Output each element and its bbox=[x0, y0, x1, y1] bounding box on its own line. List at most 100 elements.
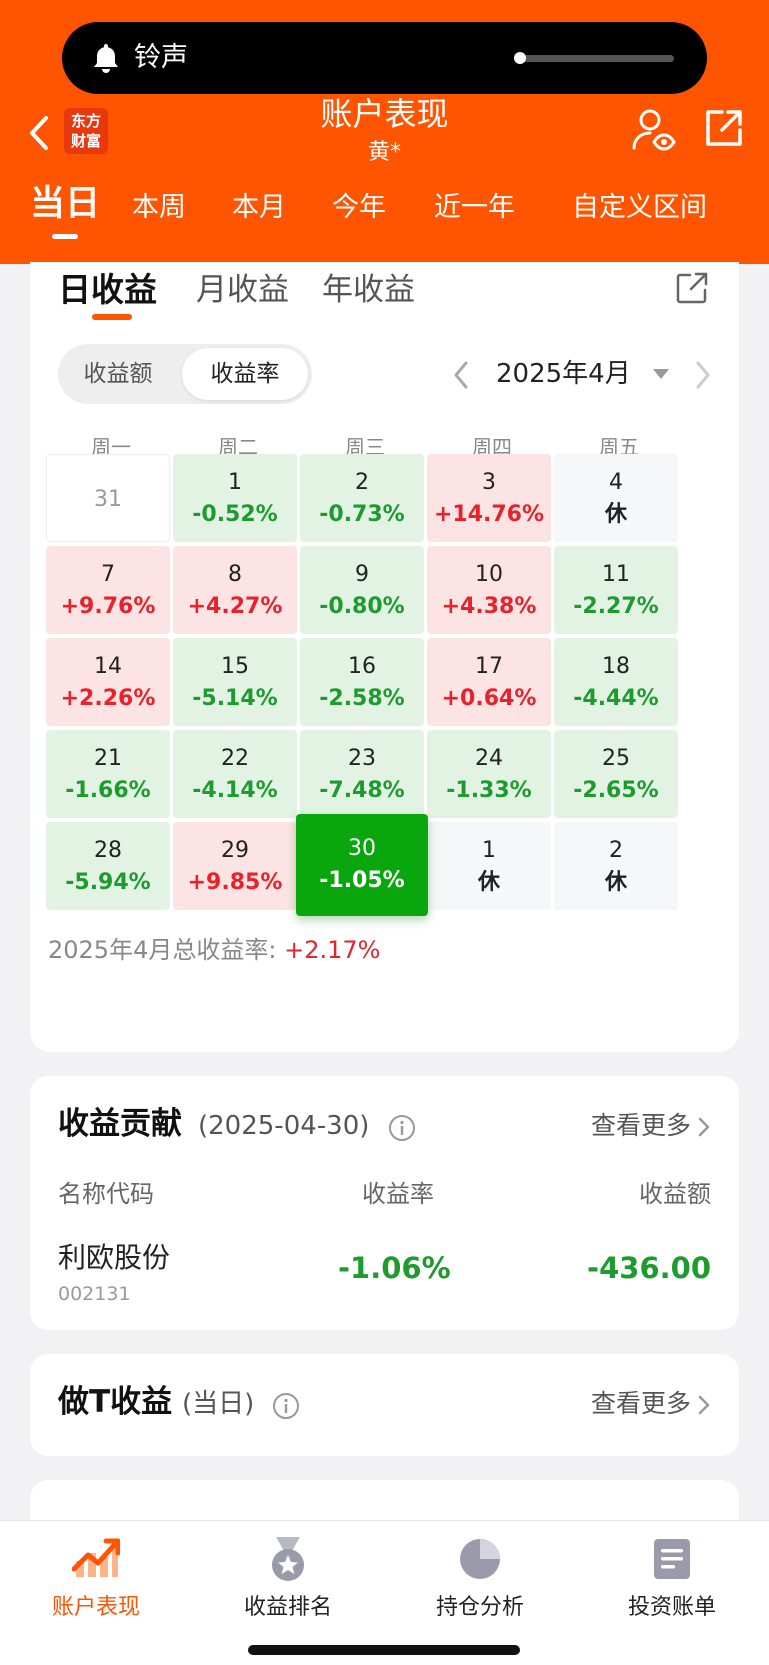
calendar-day-cell[interactable]: 23 -7.48% bbox=[300, 730, 424, 818]
day-return-rate: +2.26% bbox=[60, 686, 156, 711]
day-number: 30 bbox=[348, 836, 376, 861]
calendar-day-cell[interactable]: 10 +4.38% bbox=[427, 546, 551, 634]
pie-chart-icon bbox=[460, 1539, 500, 1579]
toggle-rate[interactable]: 收益率 bbox=[182, 348, 308, 400]
calendar-day-cell[interactable]: 1 -0.52% bbox=[173, 454, 297, 542]
section-title: 收益贡献 bbox=[58, 1106, 182, 1142]
tab-this-month[interactable]: 本月 bbox=[232, 192, 286, 223]
tab-this-week[interactable]: 本周 bbox=[132, 192, 186, 223]
calendar-day-cell[interactable]: 11 -2.27% bbox=[554, 546, 678, 634]
share-icon[interactable] bbox=[674, 270, 710, 306]
calendar-day-cell[interactable]: 25 -2.65% bbox=[554, 730, 678, 818]
view-more-link[interactable]: 查看更多 bbox=[590, 1111, 691, 1140]
tab-monthly-gain[interactable]: 月收益 bbox=[196, 272, 289, 308]
chart-trend-icon bbox=[72, 1538, 120, 1577]
nav-account-performance[interactable]: 账户表现 bbox=[0, 1535, 192, 1635]
month-total-value: +2.17% bbox=[284, 936, 381, 964]
calendar-day-cell[interactable]: 7 +9.76% bbox=[46, 546, 170, 634]
day-return-rate: -4.44% bbox=[573, 686, 659, 711]
info-icon[interactable] bbox=[272, 1392, 300, 1420]
day-return-rate: +14.76% bbox=[433, 502, 545, 527]
home-indicator[interactable] bbox=[248, 1645, 520, 1655]
calendar-day-cell: 31 bbox=[46, 454, 170, 542]
day-return-rate: +9.76% bbox=[60, 594, 156, 619]
day-return-rate: -0.73% bbox=[319, 502, 405, 527]
amount-rate-toggle: 收益额 收益率 bbox=[58, 344, 312, 404]
ringer-volume-track bbox=[514, 55, 674, 62]
tab-custom-range[interactable]: 自定义区间 bbox=[572, 192, 707, 223]
day-number: 31 bbox=[94, 487, 122, 512]
page-title: 账户表现 bbox=[320, 95, 449, 133]
day-return-rate: +4.38% bbox=[441, 594, 537, 619]
month-selector[interactable]: 2025年4月 bbox=[496, 359, 631, 389]
chevron-right-icon[interactable] bbox=[697, 1116, 711, 1138]
next-month-chevron-icon[interactable] bbox=[692, 358, 714, 392]
section-title-t-gain: 做T收益 bbox=[58, 1384, 173, 1420]
nav-investment-bill[interactable]: 投资账单 bbox=[576, 1535, 768, 1635]
day-return-rate: -2.27% bbox=[573, 594, 659, 619]
tab-yearly-gain[interactable]: 年收益 bbox=[322, 272, 415, 308]
tab-this-year[interactable]: 今年 bbox=[332, 192, 386, 223]
day-return-rate: -2.65% bbox=[573, 778, 659, 803]
day-number: 25 bbox=[602, 746, 630, 771]
day-return-rate: +4.27% bbox=[187, 594, 283, 619]
back-chevron-icon[interactable] bbox=[22, 110, 56, 156]
export-icon[interactable] bbox=[702, 106, 746, 150]
bill-icon bbox=[654, 1539, 690, 1579]
gain-contribution-card: 收益贡献 (2025-04-30) 查看更多 名称代码 收益率 收益额 利欧股份… bbox=[30, 1076, 739, 1330]
calendar-day-cell[interactable]: 30 -1.05% bbox=[296, 814, 428, 916]
day-number: 22 bbox=[221, 746, 249, 771]
calendar-day-cell[interactable]: 14 +2.26% bbox=[46, 638, 170, 726]
tab-daily-gain[interactable]: 日收益 bbox=[58, 270, 157, 309]
day-number: 14 bbox=[94, 654, 122, 679]
t-trade-gain-card[interactable]: 做T收益 (当日) 查看更多 bbox=[30, 1354, 739, 1456]
calendar-day-cell[interactable]: 18 -4.44% bbox=[554, 638, 678, 726]
calendar-day-cell[interactable]: 22 -4.14% bbox=[173, 730, 297, 818]
toggle-amount[interactable]: 收益额 bbox=[83, 361, 153, 387]
prev-month-chevron-icon[interactable] bbox=[450, 358, 472, 392]
day-number: 23 bbox=[348, 746, 376, 771]
calendar-day-cell[interactable]: 8 +4.27% bbox=[173, 546, 297, 634]
day-number: 10 bbox=[475, 562, 503, 587]
day-number: 17 bbox=[475, 654, 503, 679]
calendar-day-cell[interactable]: 28 -5.94% bbox=[46, 822, 170, 910]
view-more-link[interactable]: 查看更多 bbox=[590, 1389, 691, 1418]
nav-holdings-analysis[interactable]: 持仓分析 bbox=[384, 1535, 576, 1635]
tab-today[interactable]: 当日 bbox=[30, 184, 101, 224]
day-return-rate: -0.52% bbox=[192, 502, 278, 527]
day-number: 4 bbox=[609, 470, 623, 495]
calendar-day-cell[interactable]: 21 -1.66% bbox=[46, 730, 170, 818]
calendar-day-cell[interactable]: 17 +0.64% bbox=[427, 638, 551, 726]
info-icon[interactable] bbox=[388, 1114, 416, 1142]
day-return-rate: -4.14% bbox=[192, 778, 278, 803]
calendar-day-cell[interactable]: 24 -1.33% bbox=[427, 730, 551, 818]
caret-down-icon[interactable] bbox=[652, 368, 670, 380]
user-view-icon[interactable] bbox=[630, 106, 678, 154]
nav-gain-ranking[interactable]: 收益排名 bbox=[192, 1535, 384, 1635]
calendar-day-cell[interactable]: 2 -0.73% bbox=[300, 454, 424, 542]
day-number: 29 bbox=[221, 838, 249, 863]
dynamic-island-ringer: 铃声 bbox=[62, 22, 707, 94]
day-return-rate: -7.48% bbox=[319, 778, 405, 803]
day-return-rate: -5.94% bbox=[65, 870, 151, 895]
calendar-day-cell[interactable]: 16 -2.58% bbox=[300, 638, 424, 726]
tab-last-year[interactable]: 近一年 bbox=[434, 192, 515, 223]
day-number: 28 bbox=[94, 838, 122, 863]
calendar-day-cell[interactable]: 3 +14.76% bbox=[427, 454, 551, 542]
day-number: 3 bbox=[482, 470, 496, 495]
day-number: 24 bbox=[475, 746, 503, 771]
day-return-rate: -1.33% bbox=[446, 778, 532, 803]
logo-line-2: 财富 bbox=[70, 132, 101, 150]
day-return-rate: +0.64% bbox=[441, 686, 537, 711]
header: 铃声 东方 财富 账户表现 黄* 当日 本周 本月 今年 近一年 自定义区间 bbox=[0, 0, 769, 264]
calendar-day-cell[interactable]: 29 +9.85% bbox=[173, 822, 297, 910]
chevron-right-icon[interactable] bbox=[697, 1394, 711, 1416]
calendar-day-cell[interactable]: 9 -0.80% bbox=[300, 546, 424, 634]
stock-code: 002131 bbox=[58, 1283, 131, 1305]
stock-rate: -1.06% bbox=[338, 1251, 451, 1285]
calendar-day-cell[interactable]: 15 -5.14% bbox=[173, 638, 297, 726]
ringer-volume-knob bbox=[514, 52, 526, 64]
